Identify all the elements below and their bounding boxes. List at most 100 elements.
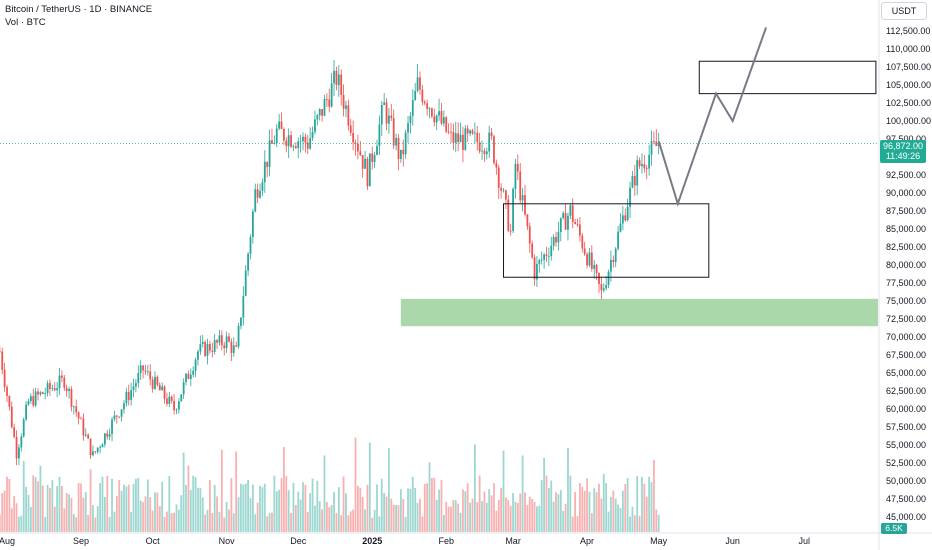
candle-body [314, 119, 316, 132]
candle-body [445, 117, 448, 132]
volume-bar [273, 475, 276, 532]
candle-body [373, 154, 376, 163]
volume-bar [633, 515, 636, 532]
volume-bar [175, 504, 178, 532]
candle-body [345, 105, 347, 109]
candle-body [216, 340, 218, 343]
candle-body [306, 142, 309, 149]
volume-bar [309, 493, 312, 532]
candle-body [70, 389, 73, 407]
volume-bar [590, 513, 593, 532]
volume-bar [206, 509, 209, 532]
candle-body [197, 351, 199, 360]
y-tick-label: 100,000.00 [886, 116, 931, 126]
currency-selector[interactable]: USDT [881, 2, 927, 20]
volume-bar [423, 484, 426, 532]
volume-bar [0, 514, 1, 532]
candle-body [536, 263, 538, 280]
candle-body [61, 375, 63, 378]
volume-bar [106, 475, 109, 532]
y-tick-label: 70,000.00 [886, 332, 926, 342]
candle-body [44, 393, 47, 394]
candle-body [228, 336, 230, 342]
candle-body [528, 226, 531, 244]
candle-body [304, 136, 307, 143]
candle-body [323, 99, 326, 116]
candle-body [204, 341, 207, 356]
candle-body [149, 371, 152, 380]
volume-bar [333, 491, 335, 532]
candle-body [605, 284, 608, 289]
volume-bar [228, 509, 230, 532]
volume-bar [120, 490, 123, 532]
candle-body [37, 391, 39, 395]
candle-body [626, 206, 629, 221]
volume-bar [462, 489, 464, 532]
candle-body [516, 163, 519, 172]
candle-body [32, 396, 35, 406]
volume-bar [278, 489, 281, 532]
candle-body [471, 130, 474, 134]
volume-bar [29, 506, 32, 532]
candle-body [180, 394, 183, 402]
volume-bar [280, 478, 283, 532]
candle-body [636, 160, 639, 186]
candle-body [533, 257, 536, 280]
volume-bar [547, 487, 550, 532]
candle-body [590, 252, 593, 269]
volume-bar [53, 506, 56, 532]
candle-body [318, 109, 321, 116]
x-tick-label: Nov [219, 536, 236, 546]
candle-body [206, 343, 209, 356]
candle-body [657, 143, 660, 146]
volume-bar [543, 457, 545, 532]
volume-bar [113, 511, 116, 532]
candle-body [103, 433, 106, 445]
volume-bar [555, 492, 557, 532]
candle-body [96, 447, 99, 452]
volume-bar [519, 493, 522, 532]
y-tick-label: 105,000.00 [886, 80, 931, 90]
volume-bar [559, 490, 562, 532]
volume-bar [87, 515, 90, 532]
y-tick-label: 112,500.00 [886, 26, 930, 36]
volume-bar [655, 509, 658, 532]
candle-body [600, 284, 603, 291]
volume-bar [130, 511, 133, 532]
volume-bar [419, 498, 421, 532]
volume-bar [516, 503, 519, 532]
candle-body [567, 215, 569, 230]
candle-body [500, 187, 503, 191]
volume-bar [650, 482, 653, 532]
volume-bar [438, 489, 440, 532]
candle-body [173, 400, 175, 411]
volume-bar [316, 480, 319, 532]
candle-body [211, 350, 214, 352]
candle-body [524, 195, 526, 215]
candle-body [297, 141, 300, 148]
candle-body [125, 391, 128, 404]
volume-bar [464, 491, 467, 532]
candle-body [526, 214, 529, 227]
volume-bar [383, 492, 386, 532]
candle-body [311, 131, 314, 139]
volume-bar [108, 516, 111, 532]
candle-body [612, 259, 615, 262]
volume-bar [495, 510, 498, 532]
candle-body [414, 90, 417, 101]
volume-bar [20, 515, 23, 532]
candle-body [457, 133, 460, 143]
volume-bar [476, 502, 479, 532]
volume-bar [1, 493, 4, 532]
candle-body [68, 389, 70, 392]
volume-bar [285, 475, 288, 532]
candle-body [555, 236, 557, 243]
candle-body [643, 164, 646, 169]
volume-bar [268, 512, 271, 532]
candle-body [507, 199, 510, 231]
candle-body [46, 383, 49, 394]
candle-body [576, 224, 579, 225]
candle-body [285, 140, 288, 147]
volume-bar [84, 492, 87, 532]
